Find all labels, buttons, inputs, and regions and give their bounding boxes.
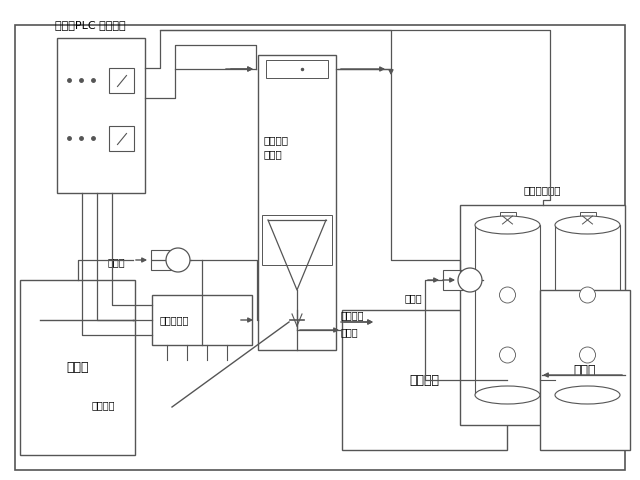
- Ellipse shape: [555, 386, 620, 404]
- Text: 源水池: 源水池: [67, 361, 89, 374]
- Circle shape: [579, 347, 595, 363]
- Text: 浓缩池: 浓缩池: [341, 327, 358, 337]
- Text: 电动阀门: 电动阀门: [92, 400, 115, 410]
- Bar: [151, 250, 171, 270]
- Text: M: M: [467, 277, 473, 283]
- Ellipse shape: [555, 216, 620, 234]
- Circle shape: [458, 268, 482, 292]
- Bar: [266, 60, 328, 78]
- Text: 供电与PLC 控制系统: 供电与PLC 控制系统: [55, 20, 125, 30]
- Text: 离心澄清
反应塔: 离心澄清 反应塔: [263, 135, 288, 159]
- Circle shape: [579, 287, 595, 303]
- Bar: [152, 295, 252, 345]
- Circle shape: [499, 347, 515, 363]
- Text: 电子統凝器: 电子統凝器: [160, 315, 189, 325]
- Bar: [20, 280, 135, 455]
- Bar: [460, 205, 625, 425]
- Text: M: M: [175, 257, 181, 263]
- Bar: [262, 215, 332, 265]
- Bar: [57, 38, 145, 193]
- Text: 介质过滤系统: 介质过滤系统: [524, 185, 561, 195]
- Bar: [499, 212, 515, 228]
- Bar: [109, 68, 134, 93]
- Bar: [579, 212, 595, 228]
- Ellipse shape: [475, 216, 540, 234]
- Text: 输水泵: 输水泵: [405, 293, 422, 303]
- Bar: [555, 225, 620, 395]
- Circle shape: [499, 287, 515, 303]
- Text: 清水池: 清水池: [573, 363, 596, 376]
- Ellipse shape: [475, 386, 540, 404]
- Bar: [540, 290, 630, 450]
- Bar: [109, 126, 134, 151]
- Circle shape: [166, 248, 190, 272]
- Bar: [443, 270, 463, 290]
- Text: 输水泵: 输水泵: [108, 257, 125, 267]
- Bar: [475, 225, 540, 395]
- Bar: [342, 310, 507, 450]
- Text: 至營泥水: 至營泥水: [341, 310, 365, 320]
- Text: 中间水池: 中间水池: [410, 373, 440, 386]
- Bar: [258, 55, 336, 350]
